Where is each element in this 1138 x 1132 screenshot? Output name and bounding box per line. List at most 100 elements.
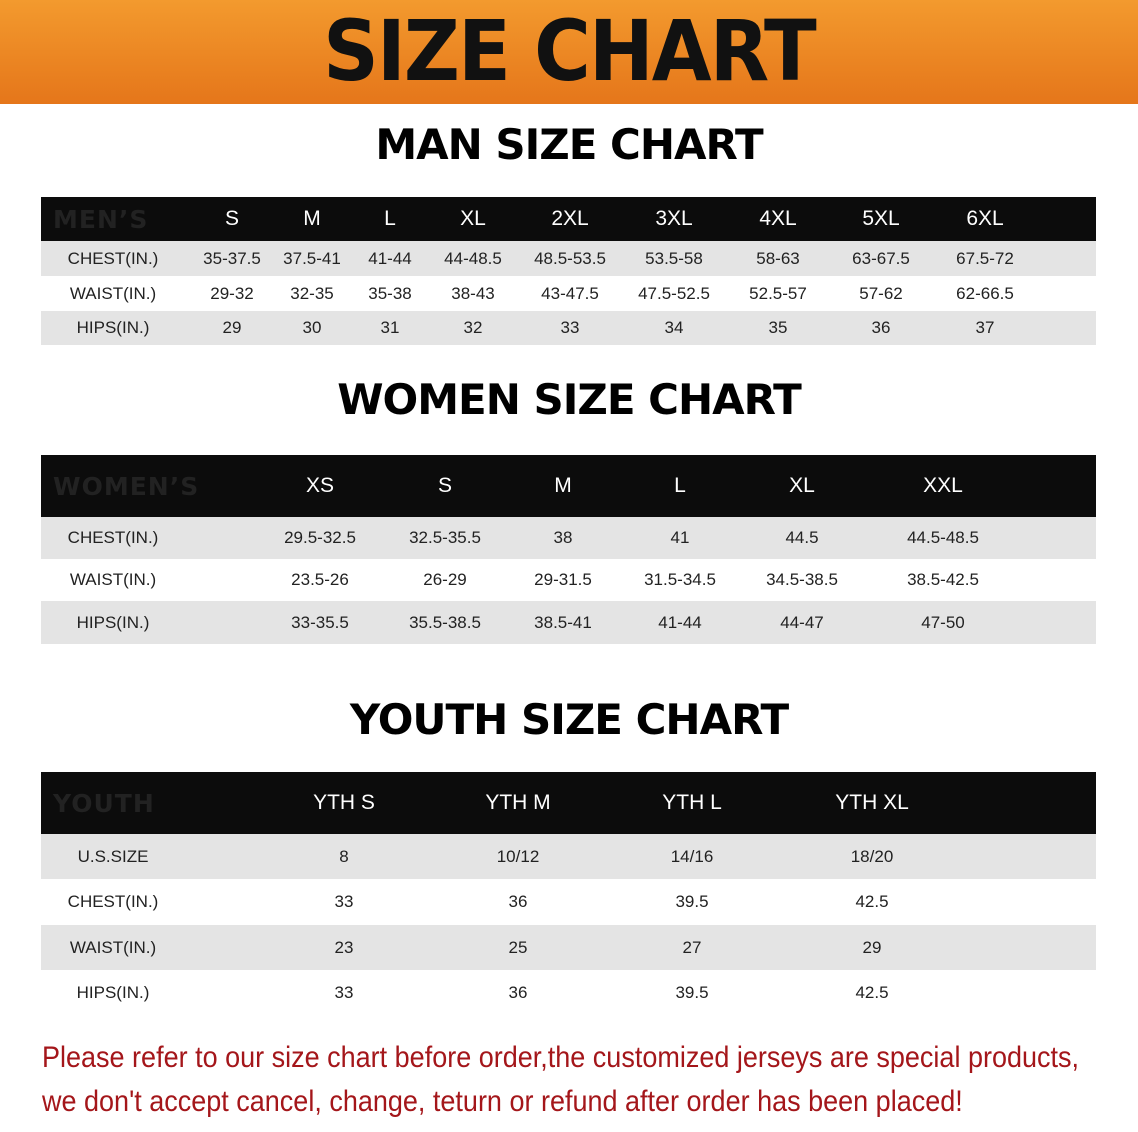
table-cell: 37 <box>975 318 995 337</box>
women-size-table: WOMEN’S XS S M L XL XXL CHEST(IN.) 29.5-32.5 32.5… <box>41 455 1096 644</box>
table-cell: 52.5-57 <box>749 283 807 303</box>
table-cell: 29.5-32.5 <box>284 528 356 547</box>
table-cell: 27 <box>682 937 702 957</box>
table-cell: 32.5-35.5 <box>409 528 481 547</box>
size-column-header: YTH L <box>662 791 722 814</box>
row-label: WAIST(IN.) <box>69 570 157 589</box>
table-cell: 29 <box>862 937 882 957</box>
size-column-header: XL <box>789 474 815 497</box>
table-row: HIPS(IN.) 29 30 31 32 33 34 35 36 37 <box>41 311 1096 345</box>
table-cell: 38 <box>553 528 573 547</box>
table-cell: 44-48.5 <box>444 248 502 268</box>
row-label: WAIST(IN.) <box>69 283 157 303</box>
youth-size-table: YOUTH YTH S YTH M YTH L YTH XL U.S.SIZE 8 10/12… <box>41 772 1096 1015</box>
table-cell: 47.5-52.5 <box>638 283 710 303</box>
table-row: HIPS(IN.) 33-35.5 35.5-38.5 38.5-41 41-44 44-… <box>41 601 1096 644</box>
size-column-header: M <box>303 207 321 230</box>
size-column-header: L <box>674 474 686 497</box>
table-cell: 32 <box>463 318 483 337</box>
table-cell: 14/16 <box>670 846 714 866</box>
table-row: U.S.SIZE 8 10/12 14/16 18/20 <box>41 834 1096 879</box>
table-cell: 41 <box>670 528 690 547</box>
table-cell: 26-29 <box>423 570 467 589</box>
size-column-header: XS <box>305 474 335 497</box>
table-cell: 29-32 <box>210 283 254 303</box>
table-cell: 31.5-34.5 <box>644 570 716 589</box>
table-row: CHEST(IN.) 33 36 39.5 42.5 <box>41 879 1096 925</box>
row-label: CHEST(IN.) <box>67 248 159 268</box>
row-label: HIPS(IN.) <box>76 982 150 1002</box>
header-label: WOMEN’S <box>53 471 200 501</box>
table-cell: 36 <box>508 982 528 1002</box>
table-cell: 43-47.5 <box>541 283 599 303</box>
row-label: HIPS(IN.) <box>76 612 150 632</box>
size-column-header: S <box>437 474 453 497</box>
table-cell: 38.5-42.5 <box>907 570 979 589</box>
order-policy-note: Please refer to our size chart before or… <box>42 1036 1079 1124</box>
men-section-title: MAN SIZE CHART <box>375 120 763 169</box>
banner-title: SIZE CHART <box>323 2 817 100</box>
table-cell: 35.5-38.5 <box>409 612 481 632</box>
size-column-header: YTH XL <box>835 791 909 814</box>
note-line-2: we don't accept cancel, change, teturn o… <box>42 1085 963 1118</box>
table-header-row: WOMEN’S XS S M L XL XXL <box>41 455 1096 517</box>
table-header-row: MEN’S S M L XL 2XL 3XL 4XL 5XL 6XL <box>41 197 1096 241</box>
table-cell: 33-35.5 <box>291 612 349 632</box>
table-cell: 37.5-41 <box>283 248 341 268</box>
header-label: MEN’S <box>53 204 149 234</box>
table-cell: 34.5-38.5 <box>766 570 838 589</box>
table-cell: 30 <box>302 318 322 337</box>
table-cell: 57-62 <box>859 283 903 303</box>
table-cell: 33 <box>334 892 354 911</box>
table-cell: 42.5 <box>855 892 889 911</box>
table-cell: 33 <box>334 982 354 1002</box>
table-cell: 25 <box>508 937 528 957</box>
table-cell: 42.5 <box>855 982 889 1002</box>
table-cell: 36 <box>871 318 891 337</box>
table-cell: 35-37.5 <box>203 248 261 268</box>
table-row: CHEST(IN.) 35-37.5 37.5-41 41-44 44-48.5 48.5… <box>41 241 1096 276</box>
table-row: CHEST(IN.) 29.5-32.5 32.5-35.5 38 41 44.5 44.5… <box>41 517 1096 559</box>
row-label: HIPS(IN.) <box>76 318 150 337</box>
table-cell: 58-63 <box>756 248 800 268</box>
table-row: WAIST(IN.) 23 25 27 29 <box>41 925 1096 970</box>
table-cell: 39.5 <box>675 982 709 1002</box>
table-cell: 63-67.5 <box>852 248 910 268</box>
table-cell: 35 <box>768 318 788 337</box>
table-cell: 8 <box>339 846 349 866</box>
table-cell: 48.5-53.5 <box>534 248 606 268</box>
table-cell: 39.5 <box>675 892 709 911</box>
size-column-header: 3XL <box>655 207 693 230</box>
men-size-table: MEN’S S M L XL 2XL 3XL 4XL 5XL 6XL CHEST(IN.) 35-37… <box>41 197 1096 345</box>
row-label: CHEST(IN.) <box>67 892 159 911</box>
table-cell: 36 <box>508 892 528 911</box>
table-header-row: YOUTH YTH S YTH M YTH L YTH XL <box>41 772 1096 834</box>
table-cell: 33 <box>560 318 580 337</box>
size-column-header: YTH M <box>485 791 551 814</box>
table-row: HIPS(IN.) 33 36 39.5 42.5 <box>41 970 1096 1015</box>
header-label: YOUTH <box>53 788 155 818</box>
size-column-header: M <box>554 474 572 497</box>
banner: SIZE CHART <box>0 0 1138 104</box>
table-row: WAIST(IN.) 29-32 32-35 35-38 38-43 43-47.5 47.… <box>41 276 1096 311</box>
table-cell: 41-44 <box>658 612 702 632</box>
table-cell: 29 <box>222 318 242 337</box>
table-cell: 29-31.5 <box>534 570 592 589</box>
table-cell: 10/12 <box>496 846 540 866</box>
size-column-header: XXL <box>923 474 963 497</box>
size-column-header: 4XL <box>759 207 797 230</box>
size-column-header: L <box>384 207 396 230</box>
size-column-header: 2XL <box>551 207 589 230</box>
table-cell: 38.5-41 <box>534 612 592 632</box>
youth-section-title: YOUTH SIZE CHART <box>349 695 789 744</box>
table-cell: 23.5-26 <box>291 570 349 589</box>
table-cell: 62-66.5 <box>956 283 1014 303</box>
table-cell: 38-43 <box>451 283 495 303</box>
size-column-header: 5XL <box>862 207 900 230</box>
size-column-header: 6XL <box>966 207 1004 230</box>
row-label: U.S.SIZE <box>77 846 149 866</box>
table-row: WAIST(IN.) 23.5-26 26-29 29-31.5 31.5-34.5 34… <box>41 559 1096 601</box>
table-cell: 47-50 <box>921 612 965 632</box>
size-column-header: XL <box>460 207 486 230</box>
table-cell: 34 <box>664 318 684 337</box>
